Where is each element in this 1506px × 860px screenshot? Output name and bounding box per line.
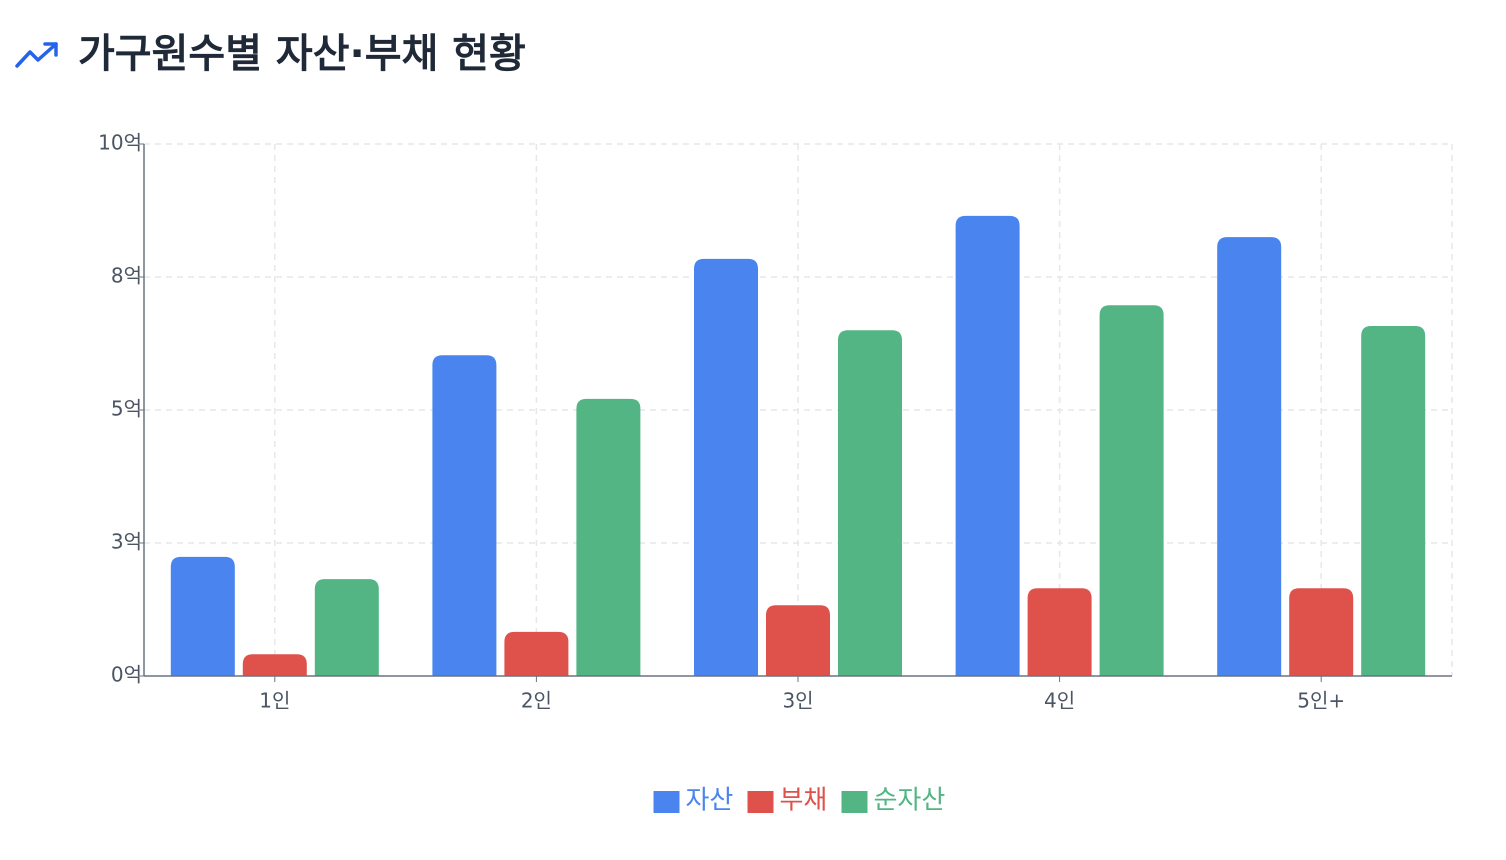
x-tick-label: 4인 <box>1044 689 1075 713</box>
bar <box>1099 305 1164 676</box>
bar <box>314 579 379 676</box>
y-tick-label: 3억 <box>111 530 142 554</box>
x-tick-label: 2인 <box>521 689 552 713</box>
legend-swatch <box>653 791 680 813</box>
legend-swatch <box>747 791 774 813</box>
bar <box>694 258 758 676</box>
bar <box>170 556 235 676</box>
legend-label: 자산 <box>686 786 734 816</box>
y-tick-label: 10억 <box>98 131 142 155</box>
legend-label: 부채 <box>780 786 828 816</box>
x-tick-label: 5인+ <box>1297 689 1345 713</box>
bar <box>432 355 497 676</box>
y-tick-label: 0억 <box>111 663 142 687</box>
x-tick-label: 1인 <box>259 689 290 713</box>
y-tick-label: 8억 <box>111 264 142 288</box>
bar <box>1289 588 1354 676</box>
y-tick-label: 5억 <box>111 397 142 421</box>
bar <box>1361 325 1426 676</box>
bar <box>766 605 830 676</box>
bar <box>242 654 307 676</box>
bar <box>576 398 641 676</box>
legend-swatch <box>841 791 868 813</box>
legend-label: 순자산 <box>874 786 946 816</box>
bar <box>838 330 902 676</box>
chart-title: 가구원수별 자산·부채 현황 <box>78 31 526 77</box>
bar <box>1027 588 1092 676</box>
bar <box>504 631 569 676</box>
bar <box>1217 237 1282 676</box>
bar <box>955 215 1020 676</box>
title-icon <box>15 42 58 68</box>
x-tick-label: 3인 <box>782 689 813 713</box>
